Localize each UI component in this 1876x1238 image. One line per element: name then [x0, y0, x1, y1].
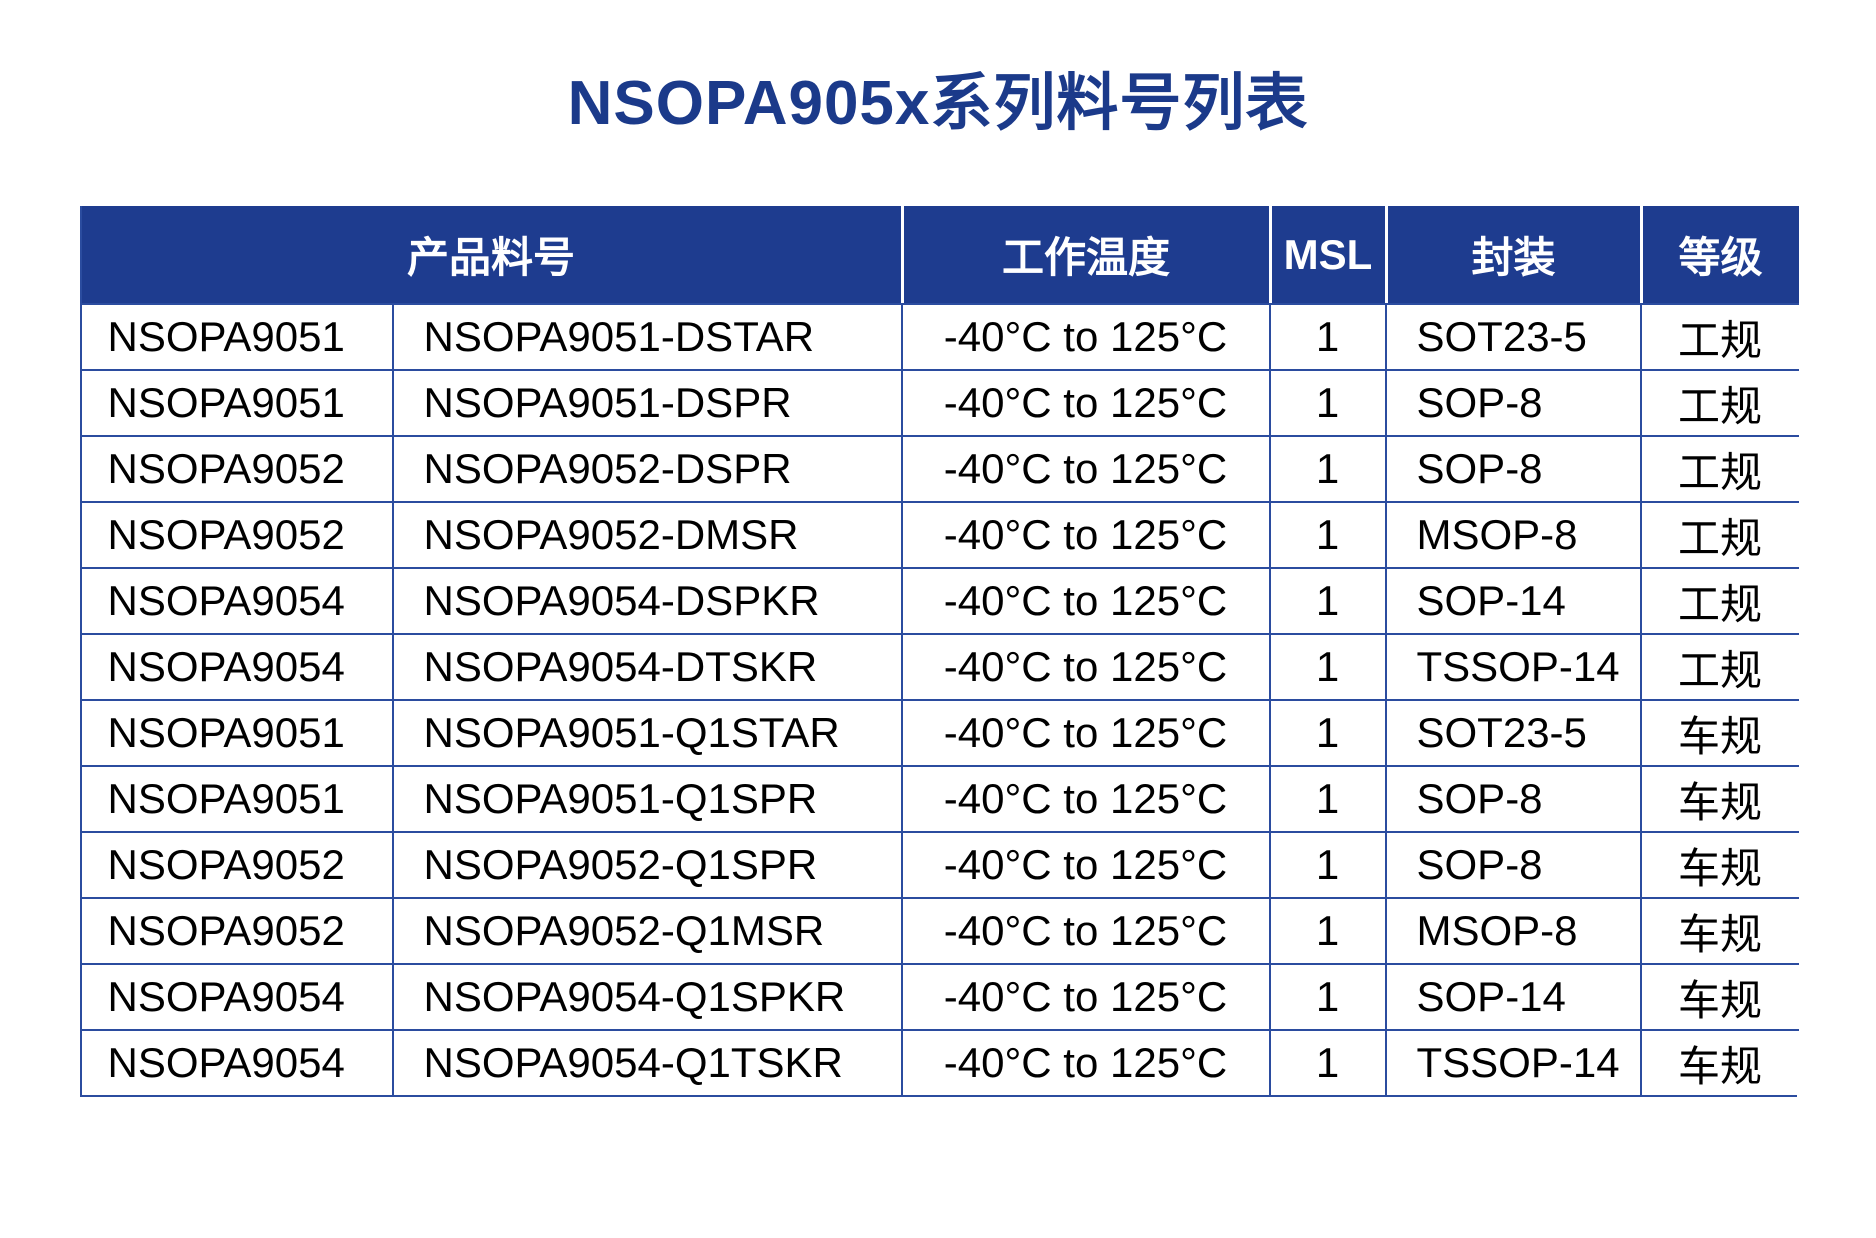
table-cell: NSOPA9054: [81, 1029, 392, 1095]
table-header-operating-temperature: 工作温度: [900, 206, 1269, 303]
table-cell: -40°C to 125°C: [900, 1029, 1269, 1095]
table-cell: 1: [1268, 963, 1385, 1029]
table-cell: SOP-14: [1384, 963, 1640, 1029]
table-cell: 1: [1268, 369, 1385, 435]
table-cell: SOP-8: [1384, 831, 1640, 897]
table-cell: 1: [1268, 303, 1385, 369]
table-cell: 1: [1268, 831, 1385, 897]
table-cell: 车规: [1639, 963, 1799, 1029]
table-cell: NSOPA9054: [81, 633, 392, 699]
table-cell: SOP-8: [1384, 765, 1640, 831]
table-cell: 1: [1268, 633, 1385, 699]
table-cell: 1: [1268, 567, 1385, 633]
table-cell: NSOPA9051: [81, 699, 392, 765]
table-cell: -40°C to 125°C: [900, 699, 1269, 765]
table-cell: 1: [1268, 765, 1385, 831]
table-cell: NSOPA9051: [81, 765, 392, 831]
table-cell: 车规: [1639, 897, 1799, 963]
table-cell: NSOPA9054-Q1TSKR: [391, 1029, 901, 1095]
table-cell: MSOP-8: [1384, 501, 1640, 567]
table-cell: NSOPA9051-DSPR: [391, 369, 901, 435]
table-cell: 工规: [1639, 435, 1799, 501]
table-cell: SOT23-5: [1384, 699, 1640, 765]
table-header-product-part-number: 产品料号: [81, 206, 901, 303]
table-cell: -40°C to 125°C: [900, 633, 1269, 699]
table-cell: -40°C to 125°C: [900, 963, 1269, 1029]
table-cell: TSSOP-14: [1384, 1029, 1640, 1095]
table-cell: NSOPA9051-Q1STAR: [391, 699, 901, 765]
table-cell: -40°C to 125°C: [900, 501, 1269, 567]
table-cell: NSOPA9051-Q1SPR: [391, 765, 901, 831]
table-cell: NSOPA9054-Q1SPKR: [391, 963, 901, 1029]
table-cell: 1: [1268, 1029, 1385, 1095]
table-cell: 工规: [1639, 633, 1799, 699]
table-cell: -40°C to 125°C: [900, 897, 1269, 963]
table-cell: NSOPA9052: [81, 501, 392, 567]
table-cell: SOP-14: [1384, 567, 1640, 633]
table-cell: NSOPA9052: [81, 435, 392, 501]
table-cell: SOP-8: [1384, 369, 1640, 435]
table-cell: 1: [1268, 435, 1385, 501]
table-cell: -40°C to 125°C: [900, 303, 1269, 369]
table-cell: NSOPA9052: [81, 897, 392, 963]
table-cell: 工规: [1639, 303, 1799, 369]
table-cell: NSOPA9051-DSTAR: [391, 303, 901, 369]
table-cell: TSSOP-14: [1384, 633, 1640, 699]
table-header-msl: MSL: [1268, 206, 1385, 303]
table-cell: NSOPA9051: [81, 303, 392, 369]
page-title: NSOPA905x系列料号列表: [567, 69, 1309, 138]
table-cell: 工规: [1639, 369, 1799, 435]
table-cell: 工规: [1639, 501, 1799, 567]
table-cell: -40°C to 125°C: [900, 369, 1269, 435]
table-cell: -40°C to 125°C: [900, 567, 1269, 633]
table-cell: 1: [1268, 699, 1385, 765]
part-number-table: 产品料号 工作温度 MSL 封装 等级 NSOPA9051 NSOPA9051-D…: [79, 206, 1799, 1097]
table-cell: NSOPA9052-DSPR: [391, 435, 901, 501]
table-cell: NSOPA9051: [81, 369, 392, 435]
table-cell: NSOPA9054-DTSKR: [391, 633, 901, 699]
table-cell: MSOP-8: [1384, 897, 1640, 963]
table-cell: 车规: [1639, 699, 1799, 765]
table-cell: 车规: [1639, 831, 1799, 897]
table-cell: 工规: [1639, 567, 1799, 633]
table-cell: -40°C to 125°C: [900, 765, 1269, 831]
table-cell: NSOPA9052: [81, 831, 392, 897]
table-cell: NSOPA9052-Q1MSR: [391, 897, 901, 963]
table-cell: NSOPA9052-DMSR: [391, 501, 901, 567]
table-cell: -40°C to 125°C: [900, 435, 1269, 501]
table-cell: NSOPA9054-DSPKR: [391, 567, 901, 633]
table-cell: NSOPA9054: [81, 567, 392, 633]
table-header-grade: 等级: [1639, 206, 1799, 303]
table-cell: 车规: [1639, 1029, 1799, 1095]
table-cell: NSOPA9054: [81, 963, 392, 1029]
table-cell: 车规: [1639, 765, 1799, 831]
table-cell: -40°C to 125°C: [900, 831, 1269, 897]
table-cell: SOT23-5: [1384, 303, 1640, 369]
table-cell: SOP-8: [1384, 435, 1640, 501]
table-cell: 1: [1268, 897, 1385, 963]
table-cell: NSOPA9052-Q1SPR: [391, 831, 901, 897]
table-cell: 1: [1268, 501, 1385, 567]
table-header-package: 封装: [1384, 206, 1640, 303]
